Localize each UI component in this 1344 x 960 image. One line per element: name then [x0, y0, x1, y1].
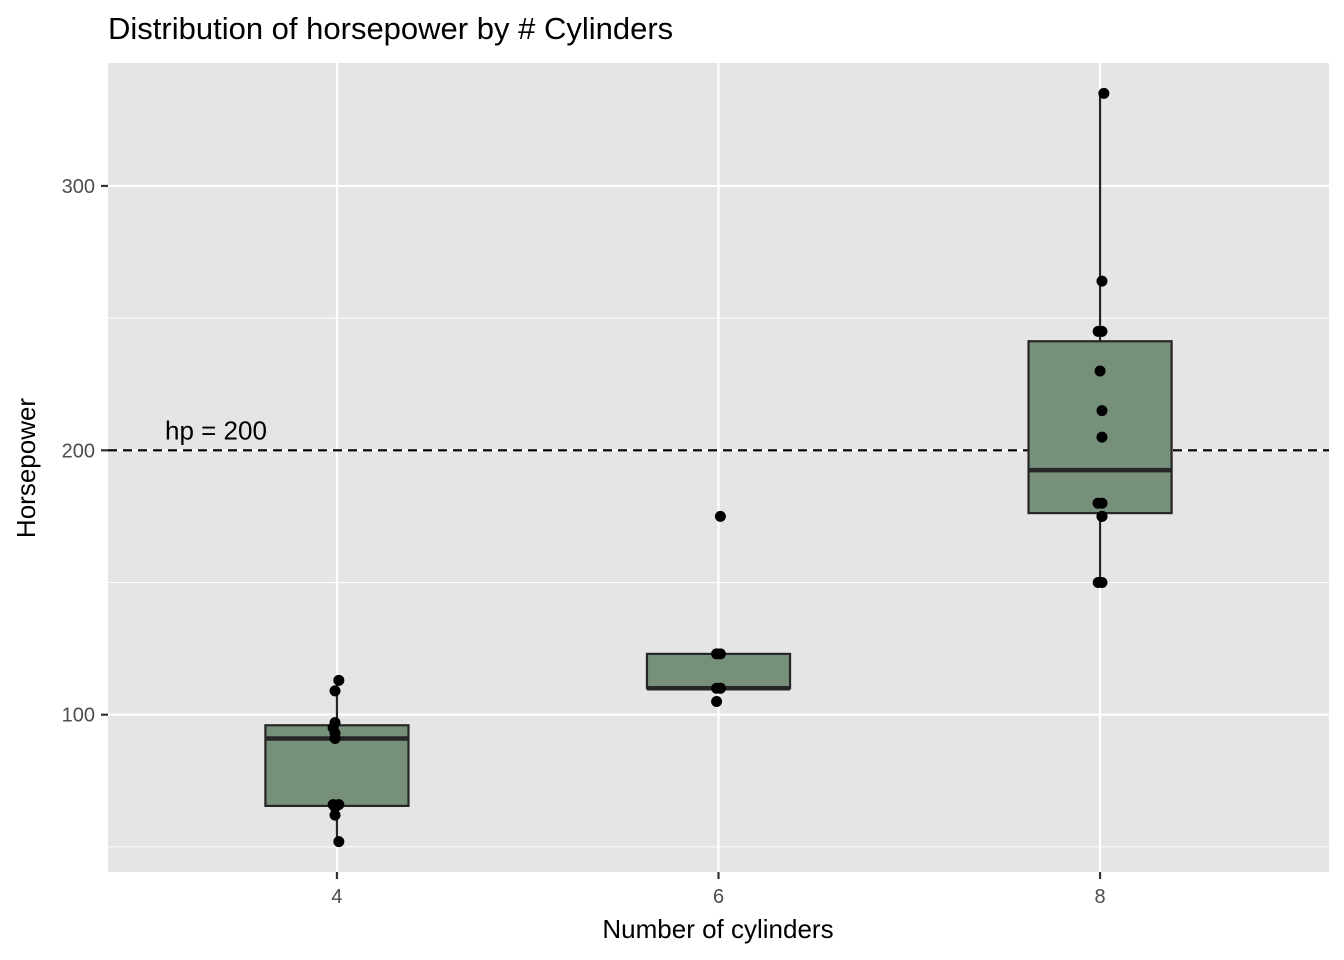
boxes: [264, 93, 1173, 842]
data-point: [1092, 497, 1104, 509]
data-point: [1098, 87, 1110, 99]
data-point: [1092, 325, 1104, 337]
x-tick-label: 6: [713, 886, 724, 908]
data-point: [714, 682, 726, 694]
y-axis: 100 200 300: [62, 176, 108, 727]
x-axis-title: Number of cylinders: [602, 914, 833, 944]
y-tick-label: 200: [62, 440, 95, 462]
data-point: [1096, 431, 1108, 443]
data-point: [329, 809, 341, 821]
data-point: [1096, 275, 1108, 287]
reference-line-label: hp = 200: [165, 415, 267, 445]
box-cyl-6: [645, 652, 792, 691]
data-point: [714, 510, 726, 522]
data-point: [1096, 510, 1108, 522]
data-point: [329, 732, 341, 744]
y-tick-label: 100: [62, 705, 95, 727]
plot-area: hp = 200: [108, 63, 1329, 872]
x-tick-label: 4: [331, 886, 342, 908]
data-point: [329, 801, 341, 813]
data-points: [327, 87, 1110, 848]
x-tick-label: 8: [1095, 886, 1106, 908]
data-point: [1096, 577, 1108, 589]
data-point: [333, 836, 345, 848]
y-tick-label: 300: [62, 176, 95, 198]
x-axis: 4 6 8: [331, 872, 1106, 908]
data-point: [711, 695, 723, 707]
reference-line-group: hp = 200: [108, 415, 1329, 452]
data-point: [329, 685, 341, 697]
data-point: [333, 674, 345, 686]
box-iqr: [645, 652, 792, 690]
chart-title: Distribution of horsepower by # Cylinder…: [108, 11, 673, 46]
y-axis-title: Horsepower: [11, 398, 41, 539]
data-point: [329, 717, 341, 729]
data-point: [1096, 405, 1108, 417]
data-point: [714, 648, 726, 660]
data-point: [1094, 365, 1106, 377]
